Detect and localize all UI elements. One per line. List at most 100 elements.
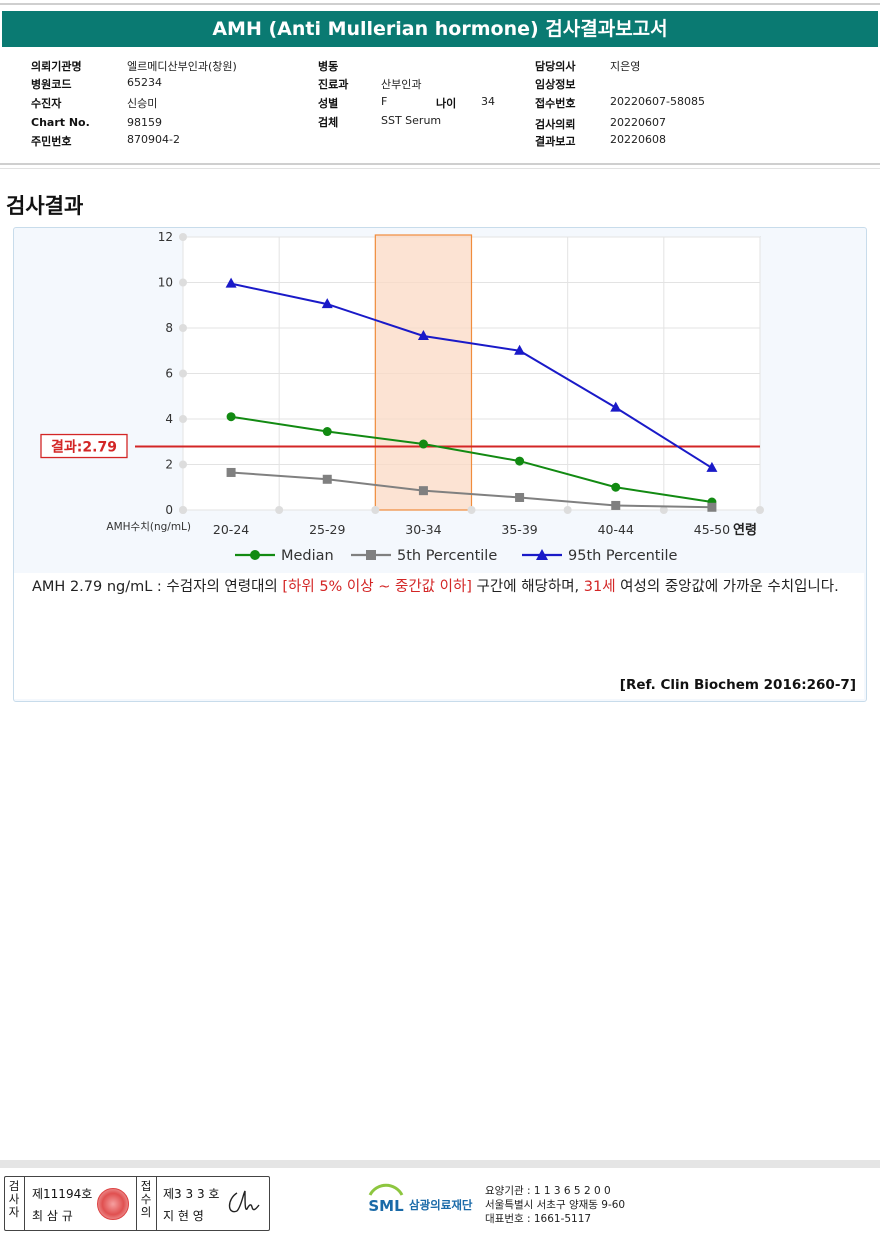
y-tick-label: 8 — [165, 321, 173, 335]
result-comment: AMH 2.79 ng/mL : 수검자의 연령대의 [하위 5% 이상 ~ 중… — [14, 573, 864, 699]
age-highlight-band — [374, 234, 473, 511]
info-value: 20220607 — [610, 116, 666, 129]
data-point — [515, 492, 525, 502]
y-tick-dot — [179, 460, 187, 469]
report-title: AMH (Anti Mullerian hormone) 검사결과보고서 — [2, 11, 878, 47]
confirm-name: 지 현 영 — [163, 1209, 204, 1223]
inspector-name: 최 삼 규 — [32, 1209, 73, 1223]
x-tick-dot — [371, 506, 380, 514]
legend: Median 5th Percentile 95th Percentile — [235, 548, 678, 564]
reference: [Ref. Clin Biochem 2016:260-7] — [619, 677, 856, 693]
x-tick-label: 45-50 — [694, 522, 730, 537]
signature-box: 검사자 제11194호 최 삼 규 접수의 제3 3 3 호 지 현 영 — [4, 1176, 270, 1231]
top-rule — [0, 3, 880, 5]
org-name: 삼광의료재단 — [409, 1198, 473, 1212]
info-label: 병원코드 — [31, 78, 72, 91]
x-tick-dot — [756, 506, 764, 514]
y-tick-label: 0 — [165, 503, 173, 517]
data-point — [515, 456, 525, 466]
comment-highlight: [하위 5% 이상 ~ 중간값 이하] — [282, 579, 472, 595]
org-info: 요양기관 : 1 1 3 6 5 2 0 0 서울특별시 서초구 양재동 9-6… — [485, 1184, 625, 1226]
confirm-license: 제3 3 3 호 — [163, 1187, 220, 1201]
legend-label: 95th Percentile — [568, 548, 678, 564]
org-info-line: 대표번호 : 1661-5117 — [485, 1213, 592, 1225]
info-value: 산부인과 — [381, 78, 422, 91]
data-point — [611, 500, 621, 510]
confirm-label: 접수의 — [139, 1180, 153, 1219]
data-point — [322, 427, 332, 437]
result-label: 결과:2.79 — [51, 439, 117, 456]
info-label: 검체 — [318, 116, 339, 129]
info-value: F — [381, 95, 388, 108]
footer-bar — [0, 1160, 880, 1168]
legend-label: 5th Percentile — [397, 548, 497, 564]
y-tick-dot — [179, 278, 187, 287]
x-tick-dot — [659, 506, 668, 514]
info-label: 수진자 — [31, 97, 62, 110]
legend-marker — [250, 550, 260, 560]
data-point — [707, 502, 717, 512]
seal-stamp — [97, 1188, 129, 1220]
info-label: 검사의뢰 — [535, 118, 576, 131]
x-tick-label: 20-24 — [213, 522, 249, 537]
x-tick-label: 35-39 — [501, 522, 537, 537]
y-tick-dot — [179, 324, 187, 332]
y-tick-label: 12 — [158, 230, 173, 244]
divider — [24, 1177, 25, 1230]
inspector-license: 제11194호 — [32, 1187, 93, 1201]
divider — [136, 1177, 137, 1230]
info-label: 결과보고 — [535, 135, 576, 148]
org-info-line: 서울특별시 서초구 양재동 9-60 — [485, 1199, 626, 1211]
patient-info: 의뢰기관명 엘르메디산부인과(창원) 병원코드 65234 수진자 신승미 Ch… — [0, 55, 880, 160]
data-point — [418, 439, 428, 449]
info-label: 병동 — [318, 60, 339, 73]
x-tick-dot — [179, 506, 187, 514]
x-tick-label: 25-29 — [309, 522, 345, 537]
x-tick-dot — [275, 506, 284, 514]
data-point — [514, 344, 526, 355]
y-tick-label: 6 — [165, 367, 173, 381]
series — [225, 277, 718, 512]
x-tick-dot — [467, 506, 476, 514]
comment-part: 구간에 해당하며, — [471, 579, 584, 595]
data-point — [610, 401, 622, 412]
info-label: 임상정보 — [535, 78, 576, 91]
legend-marker — [366, 550, 376, 560]
info-label: Chart No. — [31, 116, 90, 129]
x-tick-label: 30-34 — [405, 522, 441, 537]
legend-marker — [536, 549, 548, 560]
series-line — [231, 471, 712, 509]
inspector-label-text: 검사자 — [8, 1179, 20, 1219]
info-value: 20220608 — [610, 133, 666, 146]
info-label: 의뢰기관명 — [31, 60, 82, 73]
info-value: SST Serum — [381, 114, 442, 127]
y-tick-dot — [179, 369, 187, 378]
data-point — [321, 298, 333, 309]
data-point — [322, 474, 332, 484]
y-tick-label: 2 — [165, 458, 173, 472]
info-value: 65234 — [127, 76, 162, 89]
series-line — [230, 415, 713, 504]
x-tick-label: 40-44 — [598, 522, 634, 537]
y-tick-dot — [179, 233, 187, 241]
data-point — [225, 277, 237, 288]
info-label: 접수번호 — [535, 97, 576, 110]
legend-label: Median — [281, 548, 334, 564]
data-point — [706, 461, 718, 472]
inspector-label: 검사자 — [7, 1180, 21, 1219]
data-point — [226, 412, 236, 422]
signature — [228, 1190, 260, 1213]
divider — [156, 1177, 157, 1230]
data-point — [417, 329, 429, 340]
info-value-age: 34 — [481, 95, 495, 108]
info-value: 98159 — [127, 116, 162, 129]
comment-part: 여성의 중앙값에 가까운 수치입니다. — [615, 579, 839, 595]
series-line — [230, 282, 713, 469]
y-tick-label: 10 — [158, 276, 173, 290]
divider — [0, 168, 880, 169]
info-label: 성별 — [318, 97, 339, 110]
comment-highlight: 31세 — [583, 579, 616, 595]
section-title: 검사결과 — [6, 194, 84, 218]
x-axis-label: 연령 — [733, 523, 757, 538]
